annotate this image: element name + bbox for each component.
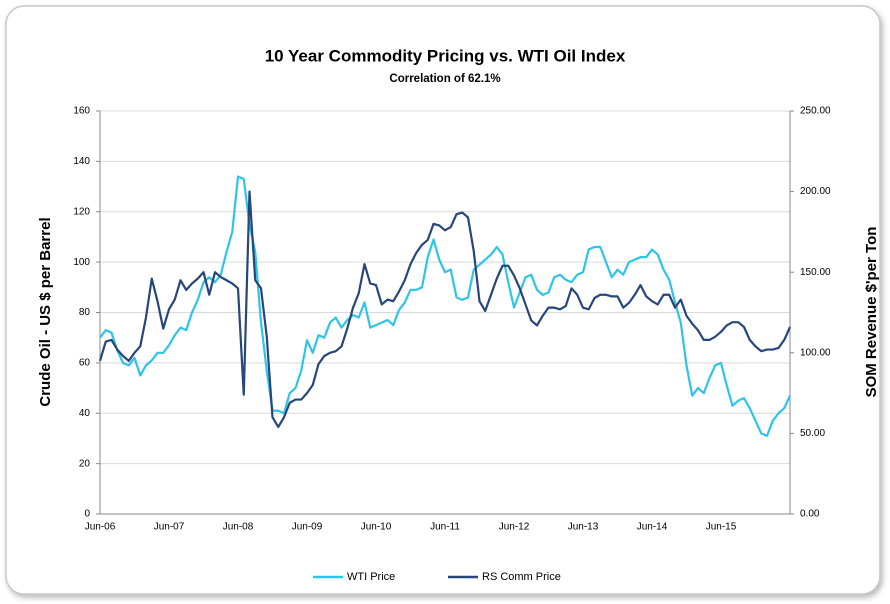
y2-axis-label: SOM Revenue $'per Ton: [863, 227, 880, 398]
y-tick-label: 100: [73, 257, 90, 268]
y2-tick-label: 250.00: [800, 106, 831, 117]
x-tick-label: Jun-13: [568, 522, 599, 533]
y-tick-label: 120: [73, 206, 90, 217]
legend-label: RS Comm Price: [482, 571, 561, 583]
y2-tick-label: 150.00: [800, 267, 831, 278]
x-tick-label: Jun-08: [223, 522, 254, 533]
y-tick-label: 20: [79, 458, 91, 469]
y-tick-label: 40: [79, 408, 91, 419]
x-tick-label: Jun-15: [706, 522, 737, 533]
x-tick-label: Jun-12: [499, 522, 530, 533]
y-tick-label: 0: [84, 509, 90, 520]
x-tick-label: Jun-07: [154, 522, 185, 533]
series-line: [98, 190, 792, 429]
y2-tick-label: 50.00: [800, 428, 825, 439]
x-tick-label: Jun-06: [85, 522, 116, 533]
y2-tick-label: 100.00: [800, 347, 831, 358]
chart-title: 10 Year Commodity Pricing vs. WTI Oil In…: [265, 46, 626, 65]
chart-frame: [5, 5, 881, 595]
y-axis-label: Crude Oil - US $ per Barrel: [37, 217, 54, 406]
chart-subtitle: Correlation of 62.1%: [389, 73, 500, 85]
x-tick-label: Jun-14: [637, 522, 668, 533]
y-tick-label: 80: [79, 307, 91, 318]
y-tick-label: 160: [73, 106, 90, 117]
y-tick-label: 60: [79, 358, 91, 369]
legend-label: WTI Price: [347, 571, 395, 583]
x-tick-label: Jun-11: [430, 522, 460, 533]
y2-tick-label: 200.00: [800, 186, 831, 197]
y2-tick-label: 0.00: [800, 509, 820, 520]
series-line: [99, 175, 792, 438]
x-tick-label: Jun-09: [292, 522, 323, 533]
x-tick-label: Jun-10: [361, 522, 392, 533]
y-tick-label: 140: [73, 156, 90, 167]
